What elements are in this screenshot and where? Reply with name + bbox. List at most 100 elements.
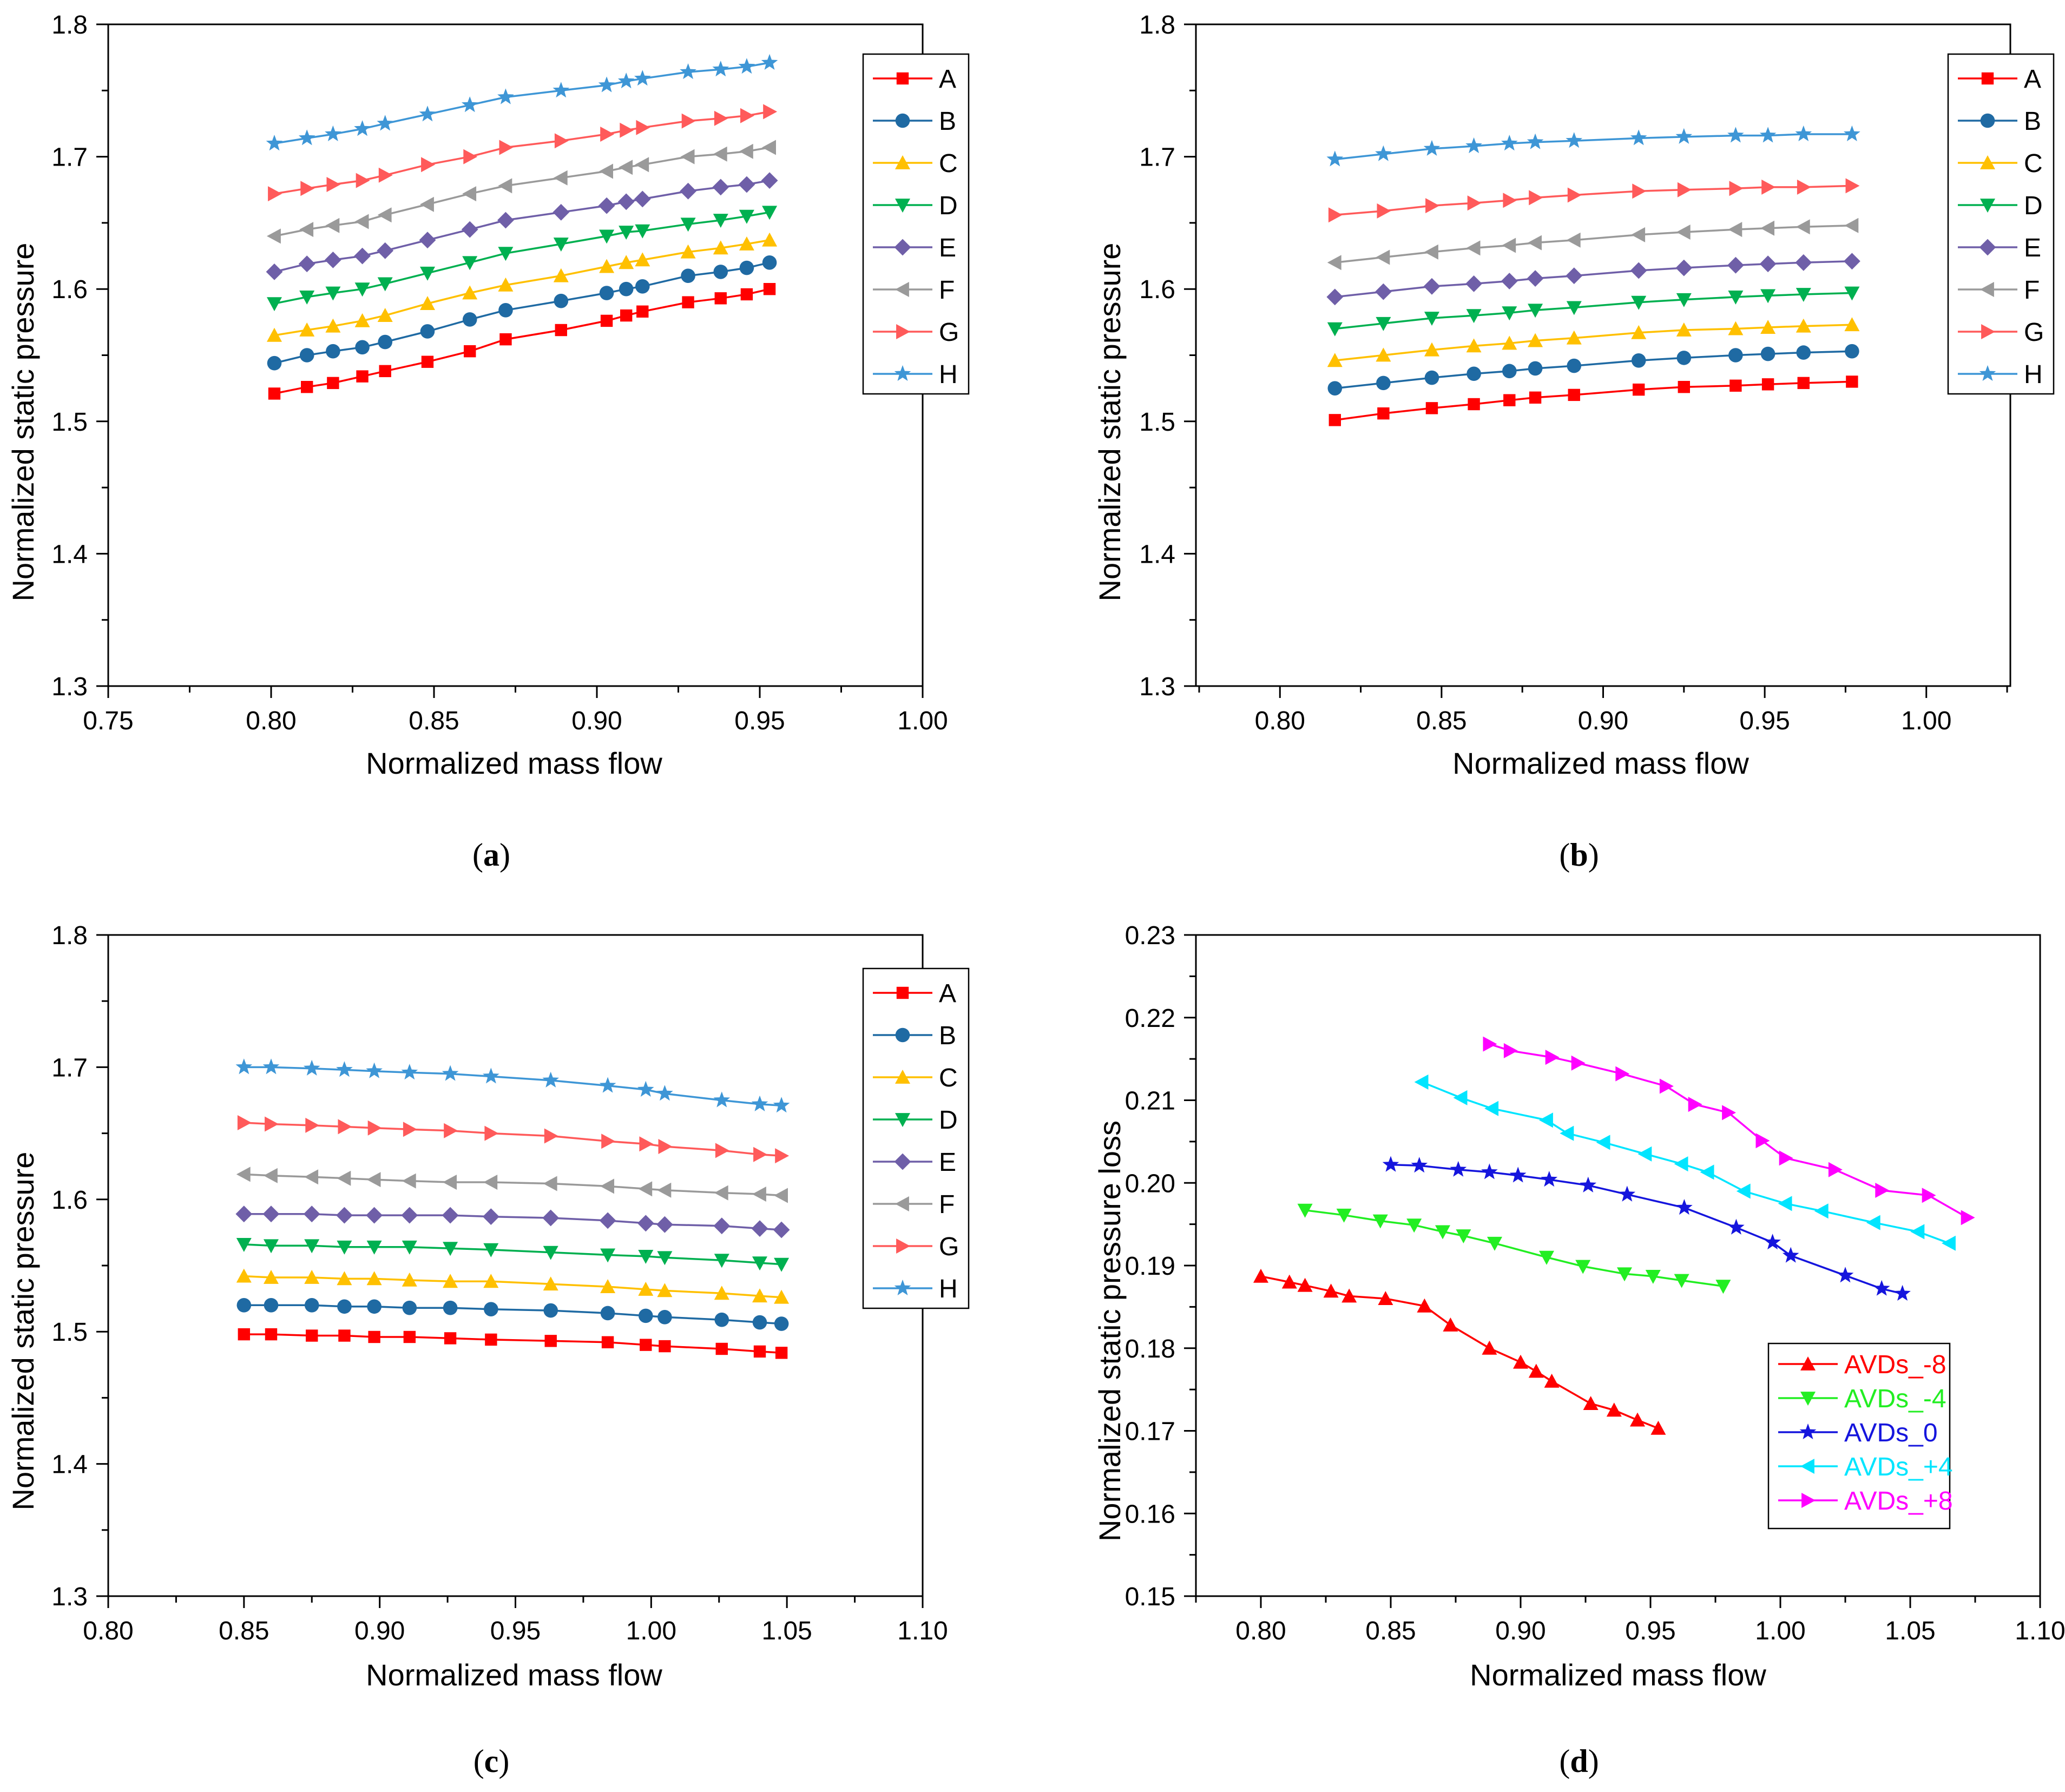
legend-item-H: H (1958, 360, 2043, 389)
series-A (238, 1328, 788, 1359)
y-tick-label-c: 1.8 (51, 921, 88, 950)
data-point-D (774, 1257, 790, 1272)
series-line-G (274, 110, 770, 195)
data-point-AVDs_-4 (1674, 1274, 1689, 1288)
data-point-B (599, 286, 614, 300)
data-point-B (355, 340, 370, 355)
legend-label-F: F (2024, 276, 2040, 305)
data-point-H (266, 135, 283, 151)
data-point-B (762, 255, 777, 270)
data-point-A (1729, 379, 1742, 392)
data-point-D (462, 256, 478, 271)
data-point-B (1376, 375, 1391, 391)
data-point-G (444, 1123, 458, 1138)
data-point-E (598, 197, 615, 214)
y-tick-label-d: 0.21 (1125, 1087, 1175, 1116)
y-tick-label-d: 0.19 (1125, 1252, 1175, 1281)
series-line-AVDs_-4 (1305, 1209, 1724, 1287)
data-point-A (714, 292, 727, 305)
x-tick-label-c: 0.95 (490, 1617, 541, 1645)
legend-label-D: D (2024, 192, 2043, 220)
caption-letter-c: c (484, 1743, 499, 1779)
data-point-AVDs_+4 (1539, 1112, 1553, 1128)
legend-label-AVDs_+8: AVDs_+8 (1844, 1487, 1953, 1516)
series-line-A (274, 288, 770, 395)
data-point-F (402, 1173, 416, 1189)
legend-marker-AVDs_-8 (1800, 1356, 1816, 1371)
data-point-D (680, 218, 696, 232)
data-point-C (337, 1271, 352, 1286)
x-tick-label-c: 1.10 (897, 1617, 948, 1645)
data-point-C (1502, 335, 1517, 350)
legend-label-B: B (2024, 107, 2041, 136)
legend-label-G: G (2024, 318, 2044, 347)
x-tick-label-d: 1.10 (2015, 1617, 2065, 1645)
data-point-A (1529, 391, 1542, 404)
data-point-G (1503, 193, 1517, 208)
y-tick-label-d: 0.23 (1125, 921, 1175, 950)
data-point-C (1327, 353, 1343, 367)
x-tick-label-b: 0.95 (1739, 707, 1790, 735)
data-point-G (1377, 203, 1391, 219)
series-G (237, 1115, 790, 1164)
legend-label-AVDs_0: AVDs_0 (1844, 1419, 1938, 1447)
data-point-AVDs_0 (1411, 1157, 1428, 1173)
legend-item-AVDs_+8: AVDs_+8 (1778, 1487, 1953, 1516)
data-point-C (377, 308, 393, 322)
data-point-F (366, 1172, 381, 1188)
data-point-C (299, 322, 315, 337)
data-point-D (1631, 295, 1647, 310)
legend-label-B: B (939, 107, 956, 136)
data-point-E (354, 247, 371, 265)
x-tick-label-a: 1.00 (897, 707, 948, 735)
legend-label-A: A (939, 65, 956, 94)
data-point-F (264, 1168, 278, 1183)
data-point-A (421, 355, 434, 368)
data-point-AVDs_+8 (1571, 1055, 1586, 1071)
data-point-H (1759, 127, 1777, 143)
data-point-D (1728, 291, 1744, 305)
data-point-C (680, 244, 696, 259)
y-tick-label-a: 1.8 (51, 11, 88, 39)
data-point-H (1566, 132, 1583, 148)
data-point-H (738, 58, 755, 74)
data-point-A (356, 370, 369, 383)
data-point-AVDs_-8 (1297, 1277, 1313, 1292)
series-line-E (1334, 260, 1852, 298)
data-point-E (712, 179, 729, 196)
legend-label-H: H (2024, 360, 2043, 389)
data-point-G (1729, 181, 1744, 196)
data-point-F (1376, 249, 1390, 265)
series-H (1326, 125, 1860, 167)
data-point-H (303, 1059, 320, 1076)
data-point-B (267, 355, 282, 371)
legend-item-G: G (873, 318, 959, 347)
legend-marker-AVDs_+4 (1800, 1459, 1814, 1474)
data-point-D (443, 1242, 458, 1256)
data-point-E (303, 1205, 320, 1223)
plot-area-c: 0.80 0.85 0.90 0.95 1.00 1.05 1.10 1.3 1.4 1.5 1.6… (51, 921, 970, 1645)
data-point-H (483, 1068, 499, 1084)
data-point-E (1759, 255, 1777, 273)
data-point-A (1761, 378, 1774, 391)
data-point-B (543, 1303, 558, 1318)
data-point-AVDs_-4 (1297, 1203, 1313, 1218)
data-point-F (638, 1181, 653, 1197)
data-point-AVDs_+8 (1503, 1043, 1518, 1058)
data-point-F (1466, 240, 1481, 256)
data-point-G (1761, 179, 1776, 195)
data-point-C (599, 259, 615, 273)
data-point-E (680, 182, 696, 200)
data-point-AVDs_0 (1619, 1185, 1636, 1202)
data-point-F (377, 207, 392, 223)
data-point-A (659, 1340, 671, 1353)
data-point-B (498, 303, 513, 318)
data-point-C (1466, 338, 1482, 353)
legend-marker-D (895, 199, 910, 213)
data-point-E (656, 1216, 673, 1233)
data-point-C (657, 1283, 673, 1297)
data-point-E (266, 263, 283, 280)
legend-marker-AVDs_0 (1799, 1423, 1817, 1439)
data-point-F (498, 178, 512, 194)
legend-marker-H (894, 365, 911, 381)
